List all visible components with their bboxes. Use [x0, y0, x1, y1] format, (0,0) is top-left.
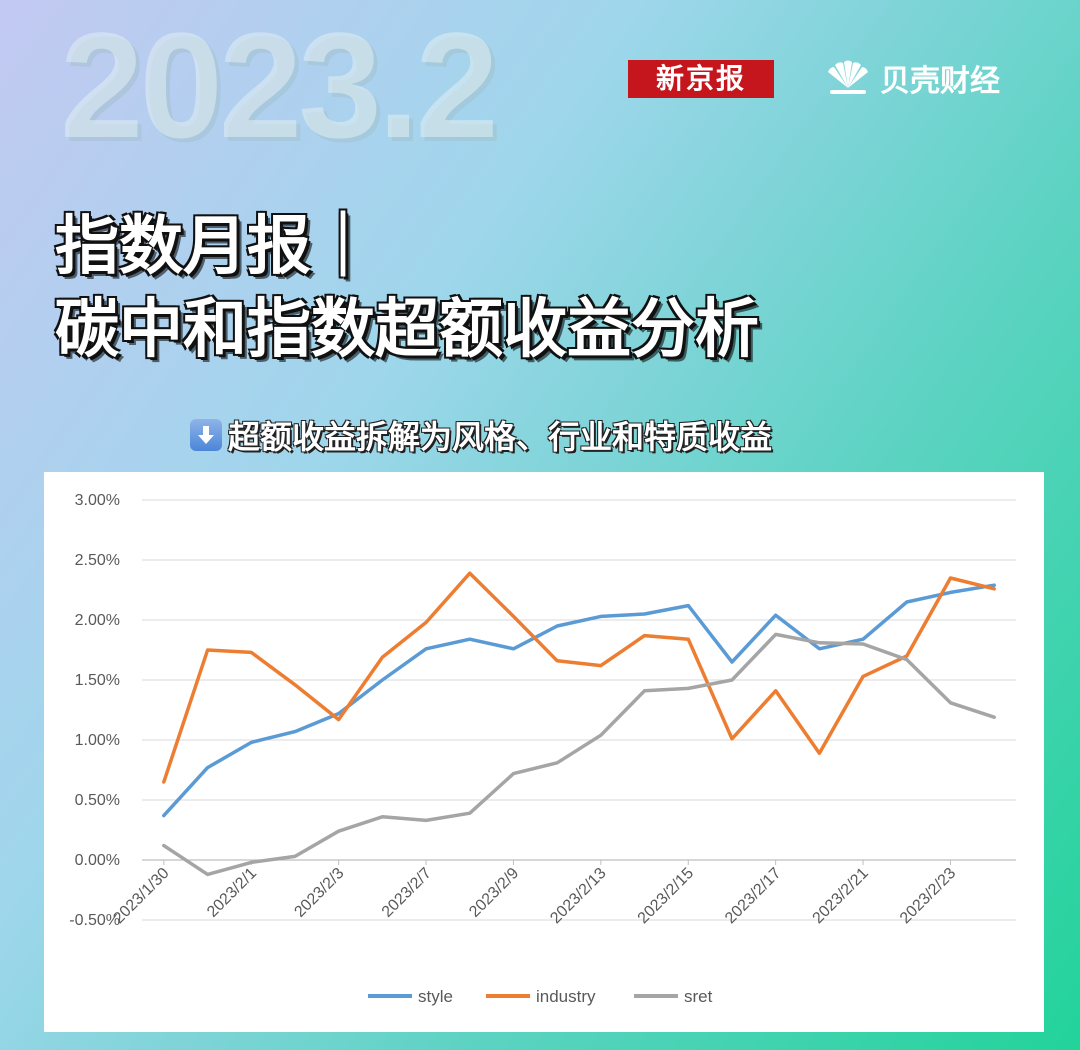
y-tick-label: 0.00% [75, 852, 120, 869]
x-tick-label: 2023/2/7 [379, 865, 435, 921]
y-tick-label: 2.50% [75, 552, 120, 569]
year-watermark: 2023.2 [60, 1, 499, 169]
subtitle-text: 超额收益拆解为风格、行业和特质收益 [228, 418, 773, 456]
xinjingbao-logo: 新京报 [628, 60, 774, 98]
legend-label-style: style [418, 987, 453, 1006]
legend-label-sret: sret [684, 987, 713, 1006]
x-tick-label: 2023/2/17 [722, 865, 784, 927]
series-line-sret [162, 632, 996, 877]
x-tick-label: 2023/2/15 [635, 865, 697, 927]
x-tick-label: 2023/2/23 [897, 865, 959, 927]
series-line-industry [162, 571, 996, 784]
x-tick-label: 2023/2/21 [810, 865, 872, 927]
down-arrow-icon [190, 419, 222, 451]
subtitle: 超额收益拆解为风格、行业和特质收益 [190, 412, 772, 458]
page-title-line2: 碳中和指数超额收益分析 [55, 293, 759, 367]
series-line-style [162, 583, 996, 818]
x-tick-label: 2023/1/30 [110, 865, 172, 927]
page-title-line1: 指数月报｜ [55, 210, 375, 284]
legend-label-industry: industry [536, 987, 596, 1006]
line-chart: 3.00% 2.50% 2.00% 1.50% 1.00% 0.50% 0.00% -0.50… [69, 492, 1016, 1006]
y-tick-label: 3.00% [75, 492, 120, 509]
shell-logo-icon [828, 60, 868, 94]
x-tick-label: 2023/2/3 [291, 865, 347, 921]
y-tick-label: 0.50% [75, 792, 120, 809]
x-tick-label: 2023/2/13 [547, 865, 609, 927]
beike-finance-label: 贝壳财经 [880, 64, 1000, 99]
y-tick-label: -0.50% [69, 912, 120, 929]
chart-card: 3.00% 2.50% 2.00% 1.50% 1.00% 0.50% 0.00% -0.50… [44, 472, 1044, 1032]
x-tick-label: 2023/2/9 [466, 865, 522, 921]
y-tick-label: 1.00% [75, 732, 120, 749]
beike-finance-logo: 贝壳财经 [822, 56, 1000, 100]
y-tick-label: 1.50% [75, 672, 120, 689]
y-tick-label: 2.00% [75, 612, 120, 629]
